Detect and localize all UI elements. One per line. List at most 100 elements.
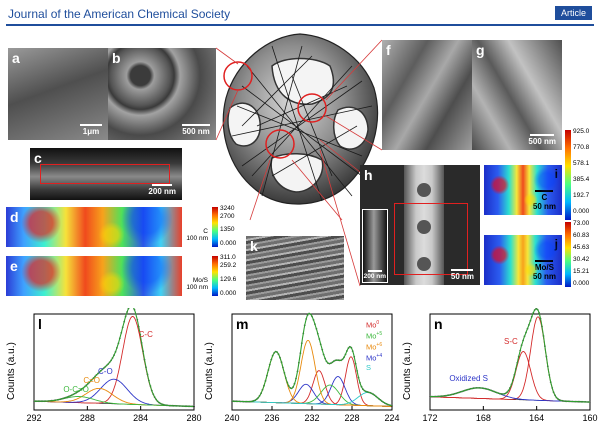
journal-header: Journal of the American Chemical Society… xyxy=(0,0,600,26)
panel-label-h: h xyxy=(364,167,373,183)
scale-bar-g: 500 nm xyxy=(528,134,556,146)
panel-label-l: l xyxy=(38,316,42,332)
xps-plot-m xyxy=(231,312,393,411)
peak-label-n-2: Oxidized S xyxy=(449,373,489,383)
colorbar-d-tick-3: 0.000 xyxy=(220,240,237,247)
scale-text-g: 500 nm xyxy=(528,137,556,146)
peak-label-l-3: O-C=O xyxy=(63,384,89,394)
map-element-e: Mo/S xyxy=(192,277,208,284)
plot-frame-l xyxy=(33,313,195,411)
panel-h-dot-3 xyxy=(417,257,431,271)
xtick-label-n-3: 160 xyxy=(582,413,598,423)
xps-chart-n: Counts (a.u.) 172 168 164 160 n S-C Oxidized S xyxy=(400,308,598,432)
scale-bar-h-inset: 200 nm xyxy=(364,270,386,280)
scale-bar-i: C 50 nm xyxy=(533,190,556,211)
panel-label-i: i xyxy=(554,167,558,181)
xps-chart-l: Counts (a.u.) 292 288 284 280 l C-C C-O C=O O-C=… xyxy=(4,308,202,432)
colorbar-e-tick-2: 129.6 xyxy=(220,276,237,283)
scale-bar-b: 500 nm xyxy=(182,124,210,136)
map-label-e: Mo/S 100 nm xyxy=(178,277,208,291)
panel-j: j Mo/S 50 nm xyxy=(484,235,562,285)
peak-label-n-0: S-C xyxy=(504,336,518,346)
legend-sup-m-2: +6 xyxy=(376,342,383,348)
colorbar-i-tick-3: 385.4 xyxy=(573,176,590,183)
xtick-label-l-1: 288 xyxy=(79,413,95,423)
panel-label-k: k xyxy=(250,238,258,254)
plot-frame-n xyxy=(429,313,591,411)
colorbar-i-tick-4: 192.7 xyxy=(573,192,590,199)
peak-label-l-1: C-O xyxy=(98,367,113,377)
panel-label-b: b xyxy=(112,50,121,66)
map-element-j: Mo/S xyxy=(534,263,554,272)
colorbar-e-tick-3: 0.000 xyxy=(220,290,237,297)
colorbar-j-tick-4: 15.21 xyxy=(573,268,590,275)
header-rule xyxy=(6,24,594,26)
map-scale-e: 100 nm xyxy=(186,284,208,291)
legend-sup-m-0: 0 xyxy=(376,320,380,326)
map-element-i: C xyxy=(541,193,548,202)
map-element-d: C xyxy=(203,228,208,235)
xtick-label-m-0: 240 xyxy=(224,413,240,423)
scale-bar-j: Mo/S 50 nm xyxy=(533,260,556,281)
colorbar-d-tick-0: 3240 xyxy=(220,205,235,212)
scale-text-j: 50 nm xyxy=(532,272,556,281)
xtick-label-l-2: 284 xyxy=(133,413,149,423)
colorbar-i xyxy=(565,130,571,220)
colorbar-i-tick-5: 0.000 xyxy=(573,208,590,215)
colorbar-i-tick-2: 578.1 xyxy=(573,160,590,167)
xtick-label-m-1: 236 xyxy=(264,413,280,423)
panel-label-n: n xyxy=(434,316,443,332)
xps-plot-l xyxy=(33,308,195,411)
scale-bar-a: 1μm xyxy=(80,124,102,136)
fit-line-l xyxy=(33,308,194,408)
panel-label-j: j xyxy=(554,237,558,251)
scale-text-a: 1μm xyxy=(82,127,100,136)
peak-l-1 xyxy=(34,378,194,407)
legend-sup-m-1: +5 xyxy=(376,331,383,337)
colorbar-e-tick-1: 259.2 xyxy=(220,262,237,269)
panel-g: g 500 nm xyxy=(472,40,562,150)
colorbar-e xyxy=(212,256,218,296)
xtick-label-m-3: 228 xyxy=(344,413,360,423)
fit-line-m xyxy=(232,312,393,407)
panel-h-dot-2 xyxy=(417,220,431,234)
panel-h: 200 nm h 50 nm xyxy=(360,165,480,285)
panel-label-g: g xyxy=(476,42,485,58)
colorbar-j-tick-3: 30.42 xyxy=(573,256,590,263)
legend-sup-m-3: +4 xyxy=(376,353,383,359)
xtick-label-n-2: 164 xyxy=(529,413,545,423)
colorbar-i-tick-0: 925.0 xyxy=(573,128,590,135)
region-box-c xyxy=(40,164,170,184)
panel-label-c: c xyxy=(34,150,42,166)
peak-m-7 xyxy=(232,392,393,407)
panel-a: a 1μm xyxy=(8,48,108,140)
journal-title: Journal of the American Chemical Society xyxy=(8,7,231,21)
scale-bar-c: 200 nm xyxy=(148,184,176,196)
scale-bar-h: 50 nm xyxy=(451,269,474,281)
panel-d: d xyxy=(6,207,182,247)
panel-h-dot-1 xyxy=(417,183,431,197)
colorbar-d xyxy=(212,207,218,247)
peak-label-l-2: C=O xyxy=(83,376,100,386)
colorbar-d-tick-2: 1350 xyxy=(220,226,235,233)
zoom-circle-bottom xyxy=(265,129,295,159)
map-label-d: C 100 nm xyxy=(178,228,208,242)
peak-l-0 xyxy=(34,316,194,407)
panel-label-a: a xyxy=(12,50,20,66)
xtick-label-n-0: 172 xyxy=(422,413,438,423)
legend-entry-m-2: Mo+6 xyxy=(366,342,383,352)
peak-label-l-0: C-C xyxy=(138,330,153,340)
panel-b: b 500 nm xyxy=(108,48,216,140)
xtick-label-l-0: 292 xyxy=(26,413,42,423)
map-scale-d: 100 nm xyxy=(186,235,208,242)
scale-text-i: 50 nm xyxy=(532,202,556,211)
scale-text-b: 500 nm xyxy=(182,127,210,136)
panel-k: k xyxy=(246,236,344,300)
colorbar-d-tick-1: 2700 xyxy=(220,213,235,220)
panel-c: c 200 nm xyxy=(30,148,182,200)
legend-entry-m-1: Mo+5 xyxy=(366,331,383,341)
colorbar-j xyxy=(565,222,571,287)
colorbar-j-tick-2: 45.63 xyxy=(573,244,590,251)
colorbar-j-tick-5: 0.000 xyxy=(573,280,590,287)
colorbar-j-tick-1: 60.83 xyxy=(573,232,590,239)
